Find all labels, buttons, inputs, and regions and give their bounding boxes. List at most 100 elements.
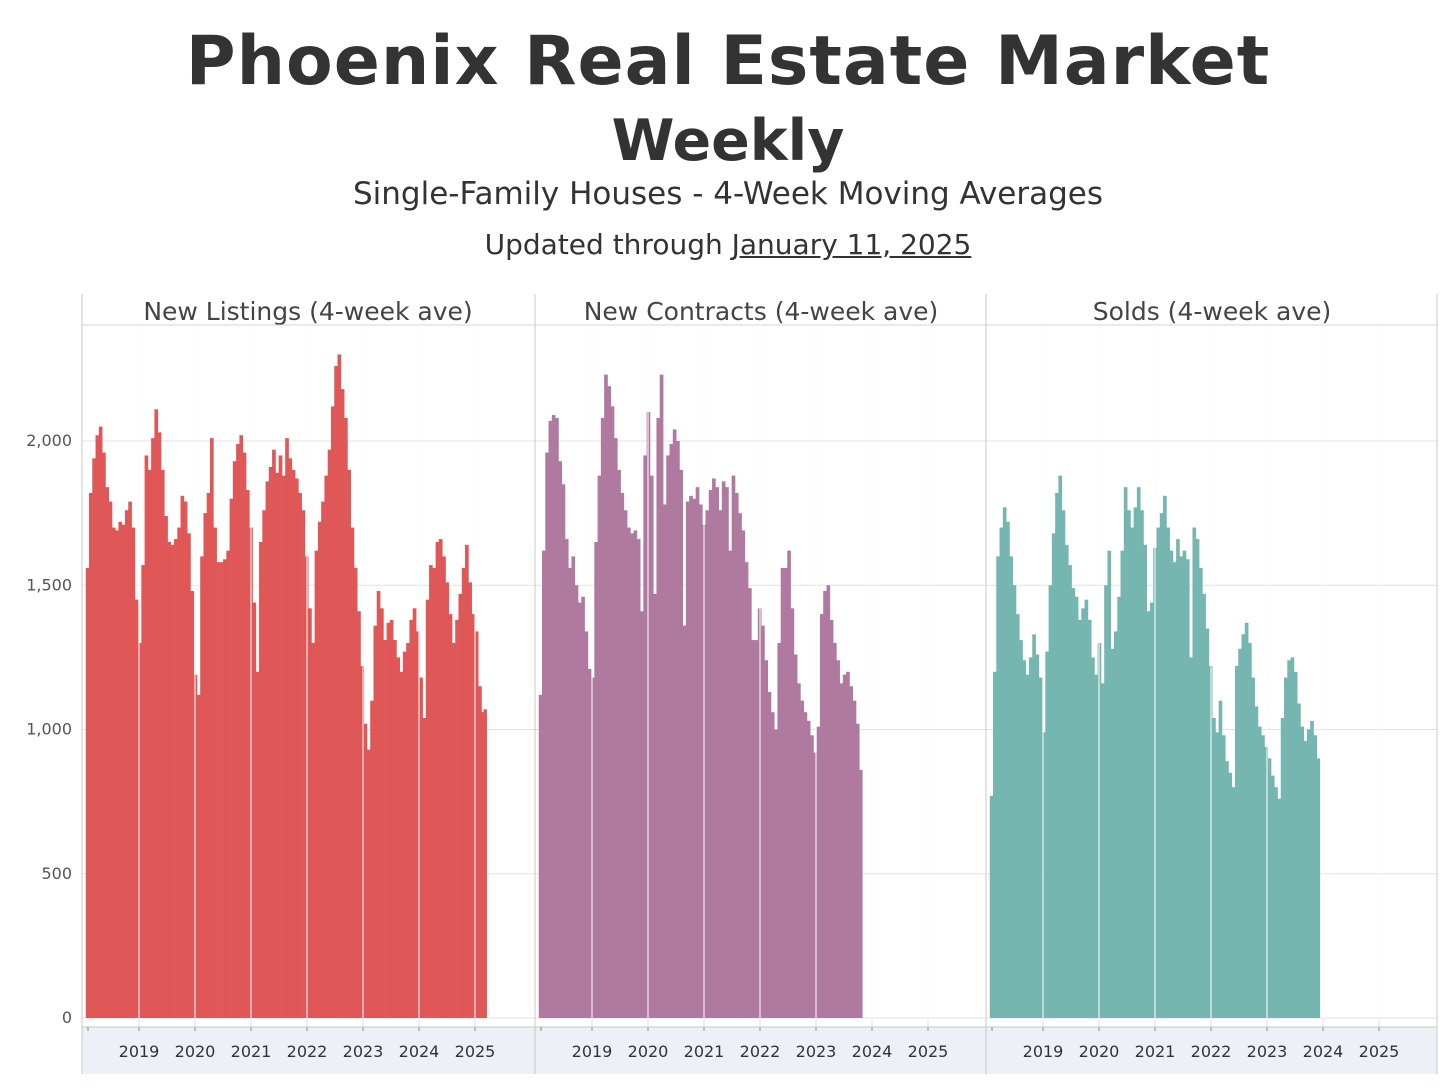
- bar: [334, 365, 338, 1018]
- bar: [1127, 510, 1131, 1018]
- bar: [653, 593, 657, 1018]
- bar: [216, 562, 221, 1018]
- bar: [1064, 544, 1069, 1018]
- bar: [478, 686, 482, 1018]
- bar: [337, 354, 342, 1018]
- bar: [272, 449, 276, 1018]
- bar: [846, 671, 850, 1018]
- bar: [170, 544, 175, 1018]
- bar: [666, 455, 670, 1018]
- bar: [151, 438, 155, 1018]
- bar: [187, 533, 191, 1018]
- bar: [1195, 539, 1200, 1018]
- bar: [1277, 798, 1282, 1018]
- bar: [353, 567, 358, 1018]
- bar: [679, 469, 683, 1019]
- bar: [167, 541, 172, 1018]
- bar: [1156, 527, 1161, 1018]
- bar: [836, 660, 840, 1018]
- bar: [1169, 550, 1174, 1018]
- updated-date-link[interactable]: January 11, 2025: [731, 228, 972, 261]
- bar: [1107, 550, 1112, 1018]
- bar: [134, 599, 139, 1018]
- x-tick-label: 2025: [455, 1042, 496, 1061]
- bar: [200, 556, 204, 1018]
- bar: [545, 452, 549, 1018]
- bar: [1225, 761, 1229, 1018]
- bar: [1035, 654, 1040, 1018]
- bar: [636, 539, 641, 1018]
- x-tick-label: 2019: [572, 1042, 613, 1061]
- bar: [1306, 729, 1311, 1018]
- bar: [1264, 746, 1269, 1018]
- x-tick-label: 2022: [287, 1042, 328, 1061]
- y-tick-label: 500: [41, 864, 72, 883]
- bar: [438, 539, 443, 1018]
- bar: [298, 492, 302, 1018]
- bar: [370, 700, 374, 1018]
- bar: [360, 666, 365, 1018]
- bar: [1179, 556, 1184, 1018]
- updated-line: Updated through January 11, 2025: [0, 228, 1456, 261]
- bar: [721, 481, 726, 1018]
- bar: [999, 527, 1004, 1018]
- bar: [1297, 703, 1301, 1018]
- bar: [1084, 599, 1089, 1018]
- bar: [383, 640, 387, 1018]
- bar: [1002, 507, 1007, 1018]
- bar: [1274, 787, 1278, 1018]
- bar: [226, 550, 230, 1018]
- bar: [1100, 683, 1105, 1018]
- bar: [1202, 593, 1206, 1018]
- bar: [1006, 521, 1010, 1018]
- bar: [806, 720, 811, 1018]
- bar: [767, 692, 772, 1018]
- bar: [780, 567, 785, 1018]
- bar: [468, 582, 472, 1018]
- bar: [1136, 487, 1141, 1018]
- bar: [399, 671, 404, 1018]
- bar: [1176, 539, 1180, 1018]
- bar: [682, 625, 687, 1018]
- bar: [347, 469, 351, 1019]
- bar: [1241, 634, 1246, 1018]
- bar: [1019, 640, 1023, 1018]
- bar: [219, 562, 224, 1018]
- bar: [705, 510, 710, 1018]
- bar: [1143, 544, 1148, 1018]
- updated-prefix: Updated through: [484, 228, 732, 261]
- bar: [738, 513, 742, 1019]
- bar: [1212, 717, 1216, 1018]
- bar: [1081, 608, 1085, 1018]
- bar: [1166, 527, 1170, 1018]
- bar: [1228, 772, 1233, 1018]
- bar: [761, 625, 765, 1018]
- bar: [85, 567, 90, 1018]
- x-tick-label: 2023: [796, 1042, 837, 1061]
- bar: [734, 492, 739, 1018]
- bar: [1300, 726, 1305, 1018]
- bar: [245, 490, 250, 1018]
- bar: [623, 510, 628, 1018]
- bar: [728, 550, 733, 1018]
- bar: [790, 608, 795, 1018]
- bar: [813, 752, 818, 1018]
- bar: [1192, 527, 1197, 1018]
- bar: [1248, 642, 1252, 1018]
- bar: [412, 608, 417, 1018]
- bar: [435, 541, 440, 1018]
- bar: [89, 492, 93, 1018]
- bar: [803, 712, 808, 1018]
- bar: [442, 556, 446, 1018]
- panel-title: New Contracts (4-week ave): [584, 297, 939, 326]
- bar: [396, 657, 401, 1019]
- x-tick-label: 2024: [852, 1042, 893, 1061]
- bar: [389, 619, 394, 1018]
- bar: [373, 625, 378, 1018]
- bar: [363, 723, 368, 1018]
- bar: [1140, 510, 1144, 1018]
- bar: [1051, 533, 1056, 1018]
- bar: [108, 501, 113, 1019]
- bar: [1071, 588, 1076, 1018]
- bar: [783, 567, 788, 1018]
